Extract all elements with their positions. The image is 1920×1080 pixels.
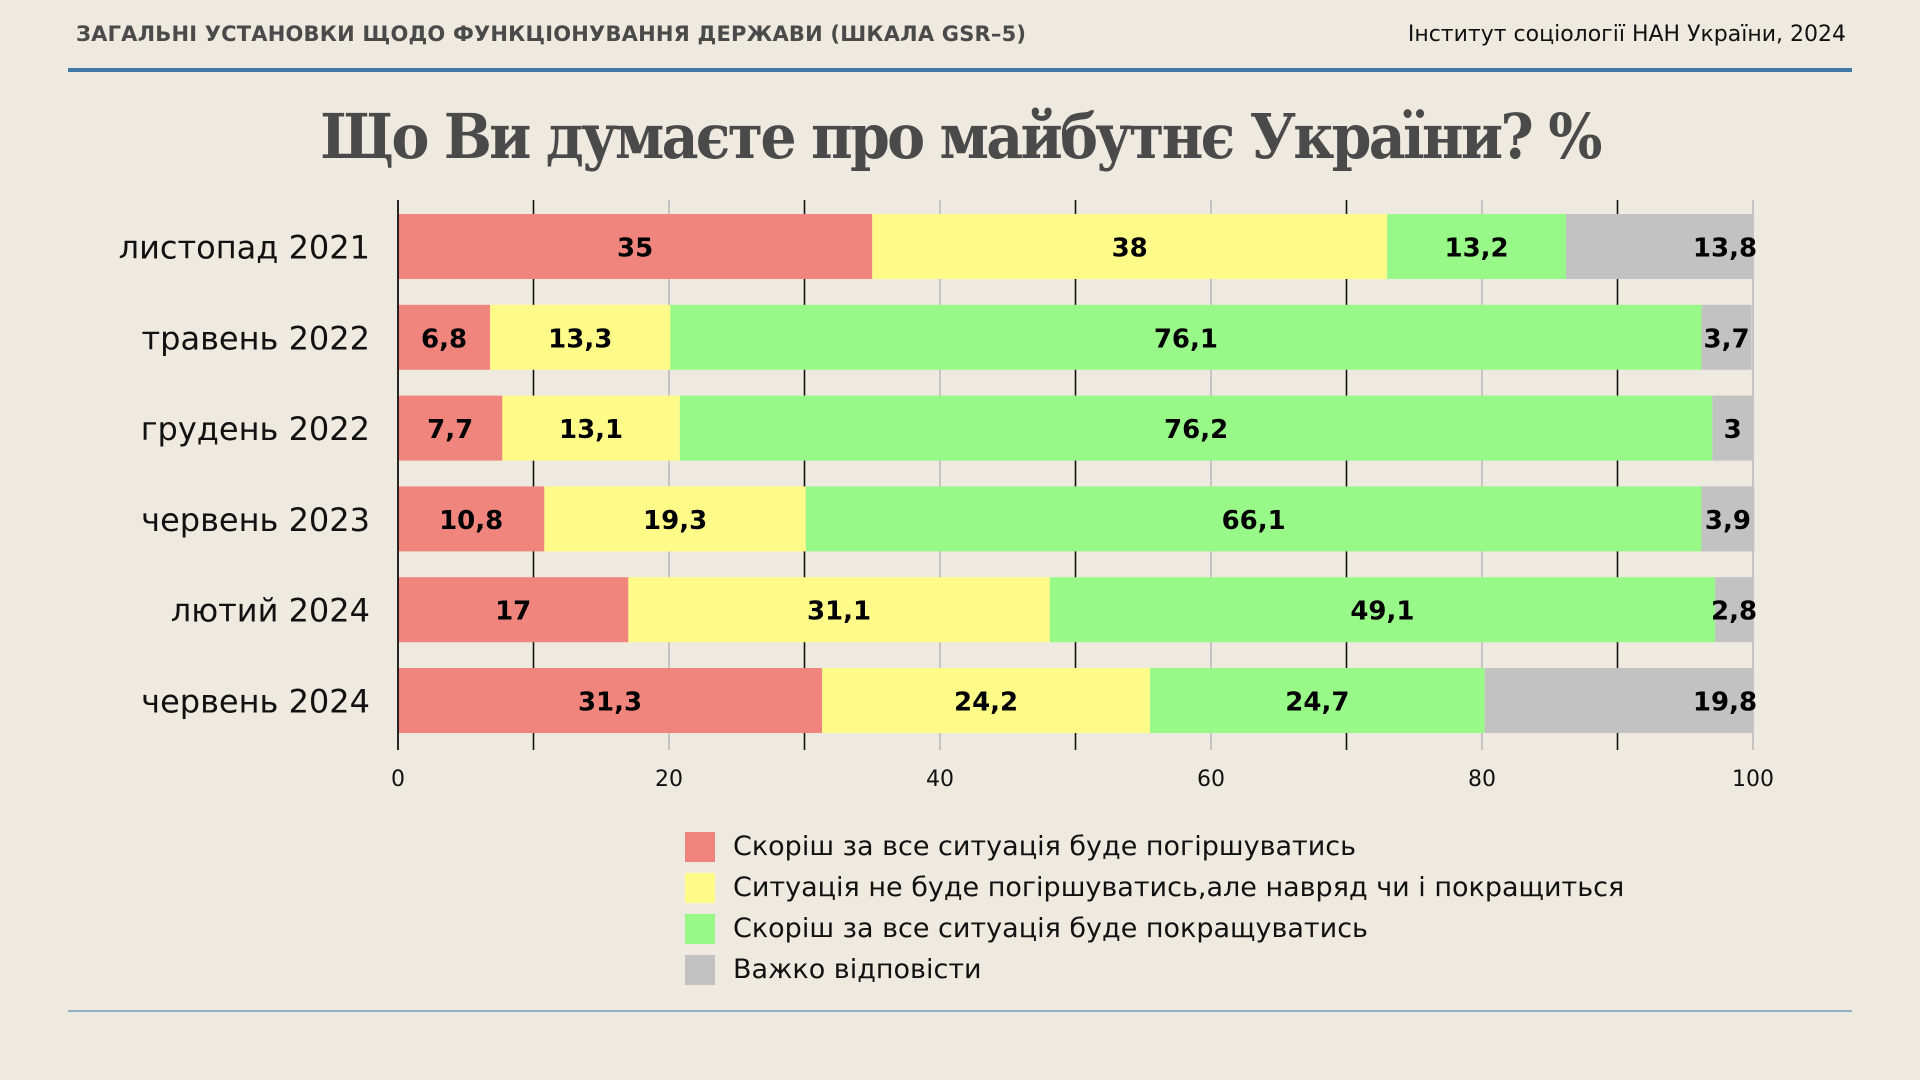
- legend-item: Скоріш за все ситуація буде погіршуватис…: [685, 826, 1624, 867]
- stacked-bar-chart: 35 38 13,2 13,8 6,8 13,3 76,1 3,7 7,7 13,1 76,2 3 10…: [119, 200, 1774, 792]
- data-label: 13,8: [1693, 234, 1757, 264]
- bar-segment: [1701, 486, 1755, 552]
- category-label: травень 2022: [142, 319, 371, 357]
- bar-segment: [1484, 668, 1753, 733]
- x-tick-label: 40: [926, 767, 954, 792]
- data-label: 24,2: [954, 688, 1018, 718]
- top-divider: [68, 68, 1852, 72]
- data-label: 66,1: [1222, 506, 1286, 536]
- data-label: 35: [617, 234, 653, 264]
- legend-label: Скоріш за все ситуація буде покращуватис…: [733, 913, 1368, 944]
- bar-row: 31,3 24,2 24,7 19,8: [398, 668, 1757, 733]
- bottom-divider: [68, 1010, 1852, 1012]
- category-label: листопад 2021: [119, 229, 370, 267]
- source-label: Інститут соціології НАН України, 2024: [1407, 22, 1846, 47]
- bar-segment: [398, 668, 823, 733]
- legend-item: Важко відповісти: [685, 949, 1624, 990]
- data-label: 19,3: [643, 506, 707, 536]
- bars: 35 38 13,2 13,8 6,8 13,3 76,1 3,7 7,7 13,1 76,2 3 10…: [398, 214, 1757, 733]
- bar-segment: [1387, 214, 1567, 279]
- legend-item: Скоріш за все ситуація буде покращуватис…: [685, 908, 1624, 949]
- x-tick-label: 0: [391, 767, 405, 792]
- data-label: 76,2: [1164, 415, 1228, 445]
- data-label: 19,8: [1693, 688, 1757, 718]
- bar-segment: [679, 395, 1713, 461]
- bar-segment: [490, 304, 671, 370]
- data-label: 49,1: [1350, 597, 1414, 627]
- x-tick-label: 80: [1468, 767, 1496, 792]
- data-label: 10,8: [439, 506, 503, 536]
- legend-swatch: [685, 913, 715, 944]
- bar-segment: [502, 395, 680, 461]
- data-label: 38: [1112, 234, 1148, 264]
- data-label: 24,7: [1285, 688, 1349, 718]
- data-label: 76,1: [1154, 324, 1218, 354]
- legend-label: Ситуація не буде погіршуватись,але навря…: [733, 872, 1625, 903]
- bar-row: 17 31,1 49,1 2,8: [398, 577, 1757, 643]
- legend-swatch: [685, 872, 715, 903]
- bar-segment: [1566, 214, 1753, 279]
- bar-segment: [398, 577, 629, 643]
- data-label: 31,3: [578, 688, 642, 718]
- bar-row: 35 38 13,2 13,8: [398, 214, 1757, 279]
- legend-item: Ситуація не буде погіршуватись,але навря…: [685, 867, 1624, 908]
- category-label: червень 2023: [141, 501, 370, 539]
- data-label: 3,7: [1704, 324, 1750, 354]
- bar-segment: [670, 304, 1702, 370]
- data-label: 2,8: [1711, 597, 1757, 627]
- bar-segment: [544, 486, 806, 552]
- bar-segment: [822, 668, 1151, 733]
- legend: Скоріш за все ситуація буде погіршуватис…: [685, 826, 1624, 990]
- bar-segment: [398, 304, 491, 370]
- chart-subtitle: ЗАГАЛЬНІ УСТАНОВКИ ЩОДО ФУНКЦІОНУВАННЯ Д…: [76, 22, 1027, 46]
- category-labels: листопад 2021 травень 2022 грудень 2022 чер…: [119, 229, 370, 721]
- bar-segment: [398, 395, 503, 461]
- data-label: 3: [1724, 415, 1742, 445]
- bar-row: 6,8 13,3 76,1 3,7: [398, 304, 1752, 370]
- data-label: 7,7: [427, 415, 473, 445]
- data-label: 3,9: [1705, 506, 1751, 536]
- bar-segment: [1701, 304, 1752, 370]
- bar-segment: [1150, 668, 1485, 733]
- data-label: 17: [495, 597, 531, 627]
- legend-label: Скоріш за все ситуація буде погіршуватис…: [733, 831, 1357, 862]
- bar-segment: [398, 214, 873, 279]
- bar-row: 10,8 19,3 66,1 3,9: [398, 486, 1755, 552]
- data-label: 13,2: [1445, 234, 1509, 264]
- bar-segment: [805, 486, 1702, 552]
- x-tick-label: 60: [1197, 767, 1225, 792]
- bar-segment: [1715, 577, 1753, 643]
- gridlines: [532, 200, 1754, 750]
- category-label: грудень 2022: [141, 410, 370, 448]
- chart-title: Що Ви думаєте про майбутнє України? %: [320, 100, 1602, 173]
- bar-segment: [1049, 577, 1716, 643]
- bar-segment: [872, 214, 1388, 279]
- data-label: 6,8: [421, 324, 467, 354]
- legend-label: Важко відповісти: [733, 954, 982, 985]
- data-label: 13,3: [548, 324, 612, 354]
- x-tick-label: 100: [1732, 767, 1774, 792]
- x-tick-label: 20: [655, 767, 683, 792]
- category-label: червень 2024: [141, 683, 370, 721]
- bar-segment: [628, 577, 1050, 643]
- bar-row: 7,7 13,1 76,2 3: [398, 395, 1753, 461]
- x-tick-labels: 0 20 40 60 80 100: [391, 767, 1774, 792]
- legend-swatch: [685, 831, 715, 862]
- data-label: 13,1: [559, 415, 623, 445]
- bar-segment: [398, 486, 545, 552]
- category-label: лютий 2024: [171, 592, 370, 630]
- legend-swatch: [685, 954, 715, 985]
- data-label: 31,1: [807, 597, 871, 627]
- bar-segment: [1712, 395, 1753, 461]
